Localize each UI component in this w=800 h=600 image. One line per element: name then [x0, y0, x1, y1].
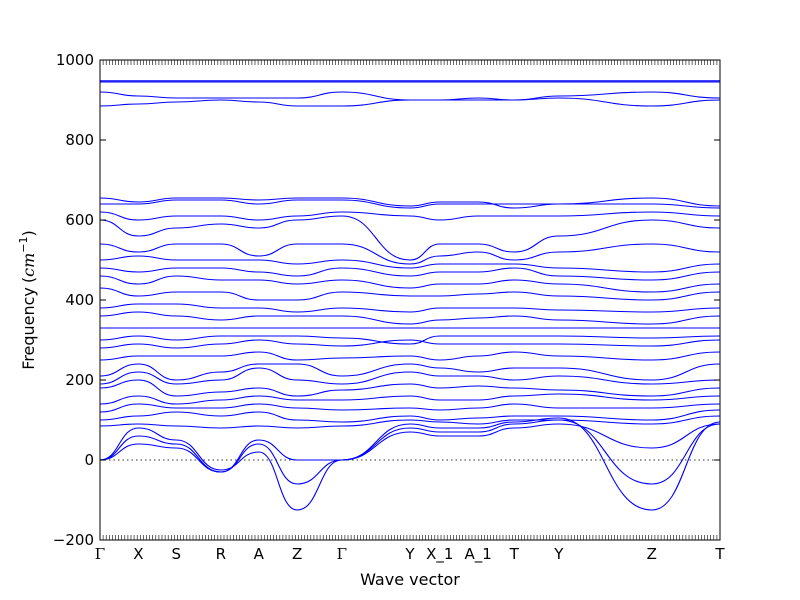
x-tick-label: Z	[647, 545, 657, 563]
x-tick-label: A_1	[465, 545, 492, 564]
x-tick-label: X_1	[426, 545, 453, 564]
band-line	[100, 363, 720, 381]
y-tick-labels: −200 0 200 400 600 800 1000	[53, 51, 94, 549]
band-line	[100, 255, 720, 273]
band-line	[100, 215, 720, 261]
y-tick-label: 600	[65, 211, 94, 229]
y-axis-unit: cm	[19, 253, 38, 277]
x-tick-label: T	[714, 545, 725, 563]
band-line	[100, 267, 720, 281]
band-line	[100, 367, 720, 385]
x-tick-label: Y	[404, 545, 415, 563]
band-line	[100, 351, 720, 361]
x-tick-label: A	[254, 545, 265, 563]
plot-area	[100, 80, 720, 511]
x-axis-label: Wave vector	[360, 570, 460, 589]
axis-ticks	[99, 59, 721, 541]
band-line	[100, 303, 720, 313]
x-tick-label: Y	[553, 545, 564, 563]
y-tick-label: 0	[84, 451, 94, 469]
x-tick-label: R	[216, 545, 226, 563]
band-line	[100, 403, 720, 413]
band-line	[100, 379, 720, 397]
band-line	[100, 275, 720, 293]
x-tick-label: Γ	[337, 545, 347, 563]
x-tick-label: Z	[292, 545, 302, 563]
x-tick-labels: Γ X S R A Z Γ Y X_1 A_1 T Y Z T	[95, 545, 726, 564]
band-line	[100, 97, 720, 107]
band-line	[100, 419, 720, 485]
x-tick-label: S	[171, 545, 181, 563]
band-line	[100, 287, 720, 301]
band-lines	[100, 80, 720, 511]
band-line	[100, 423, 720, 473]
band-line	[100, 417, 720, 511]
band-line	[100, 393, 720, 405]
x-tick-label: Γ	[95, 545, 105, 563]
x-tick-label: T	[509, 545, 520, 563]
y-tick-label: 800	[65, 131, 94, 149]
x-tick-label: X	[133, 545, 143, 563]
y-axis-label-text: Frequency	[19, 287, 38, 370]
band-line	[100, 311, 720, 325]
band-line	[100, 415, 720, 429]
plot-frame	[99, 59, 721, 541]
band-line	[100, 335, 720, 345]
band-line	[100, 197, 720, 209]
y-axis-unit-exponent: −1	[17, 236, 30, 252]
y-tick-label: 200	[65, 371, 94, 389]
band-line	[100, 91, 720, 101]
y-tick-label: −200	[53, 531, 94, 549]
band-line	[100, 243, 720, 265]
y-axis-label: Frequency(cm−1)	[17, 230, 38, 370]
y-tick-label: 400	[65, 291, 94, 309]
band-line	[100, 409, 720, 423]
band-line	[100, 211, 720, 221]
band-line	[100, 339, 720, 349]
y-tick-label: 1000	[56, 51, 94, 69]
